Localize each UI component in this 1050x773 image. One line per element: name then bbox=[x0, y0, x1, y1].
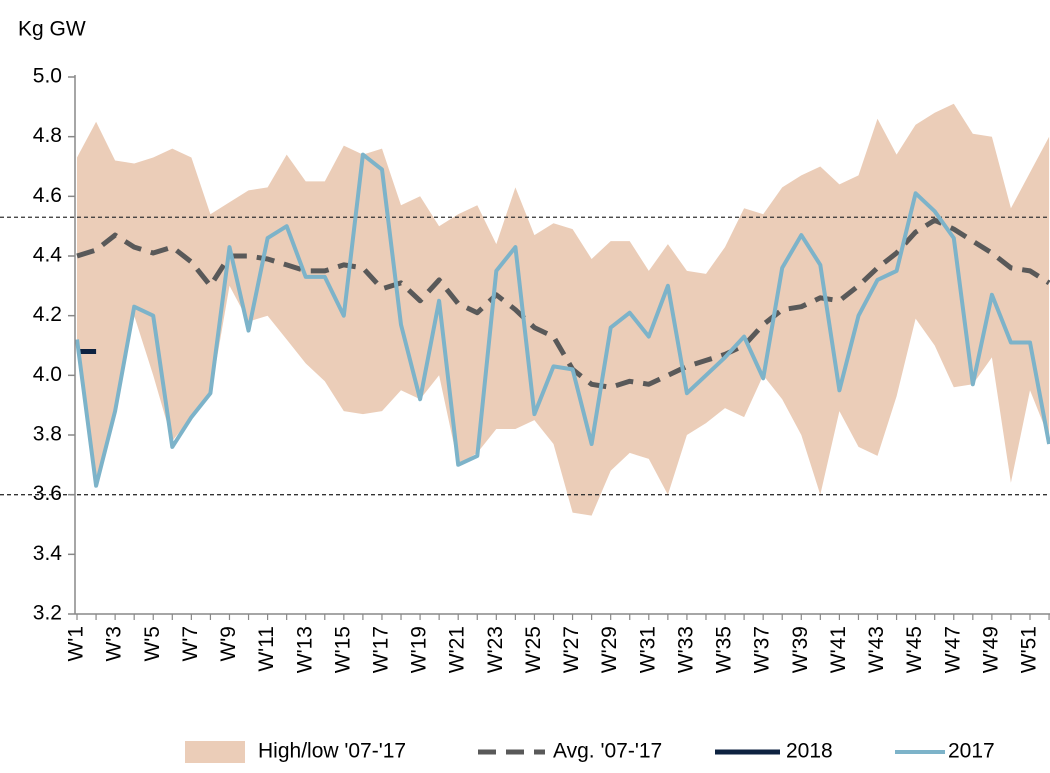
y-tick-label: 4.4 bbox=[33, 244, 63, 267]
y-tick-label: 4.8 bbox=[33, 124, 62, 147]
legend-swatch bbox=[185, 741, 245, 763]
band-area bbox=[77, 103, 1050, 516]
x-tick-label: W'9 bbox=[217, 626, 240, 662]
x-tick-label: W'49 bbox=[979, 626, 1002, 673]
x-tick-label: W'3 bbox=[103, 626, 126, 662]
x-tick-label: W'7 bbox=[179, 626, 202, 662]
legend-label: 2018 bbox=[786, 740, 833, 763]
y-tick-label: 3.2 bbox=[33, 602, 62, 625]
legend-label: 2017 bbox=[948, 740, 995, 763]
legend-label: High/low '07-'17 bbox=[258, 740, 406, 763]
y-tick-label: 4.0 bbox=[33, 363, 62, 386]
x-tick-label: W'13 bbox=[293, 626, 316, 673]
series-line bbox=[75, 152, 1050, 488]
x-tick-label: W'23 bbox=[484, 626, 507, 673]
x-tick-label: W'17 bbox=[370, 626, 393, 673]
x-tick-label: W'35 bbox=[713, 626, 736, 673]
x-tick-label: W'5 bbox=[141, 626, 164, 662]
y-tick-label: 3.4 bbox=[33, 542, 63, 565]
x-tick-label: W'21 bbox=[446, 626, 469, 673]
x-tick-label: W'11 bbox=[255, 626, 278, 672]
y-tick-label: 3.8 bbox=[33, 423, 62, 446]
x-tick-label: W'51 bbox=[1018, 626, 1041, 673]
x-tick-label: W'19 bbox=[408, 626, 431, 673]
x-tick-label: W'41 bbox=[827, 626, 850, 673]
y-tick-label: 4.2 bbox=[33, 303, 62, 326]
x-tick-label: W'47 bbox=[941, 626, 964, 673]
x-tick-label: W'25 bbox=[522, 626, 545, 673]
x-tick-label: W'37 bbox=[751, 626, 774, 673]
y-axis-title: Kg GW bbox=[18, 18, 86, 41]
x-tick-label: W'1 bbox=[65, 626, 88, 662]
x-tick-label: W'39 bbox=[789, 626, 812, 673]
x-tick-label: W'43 bbox=[865, 626, 888, 673]
x-tick-label: W'45 bbox=[903, 626, 926, 673]
x-tick-label: W'29 bbox=[598, 626, 621, 673]
y-tick-label: 5.0 bbox=[33, 65, 62, 88]
legend-label: Avg. '07-'17 bbox=[553, 740, 662, 763]
x-tick-label: W'15 bbox=[331, 626, 354, 673]
x-tick-label: W'27 bbox=[560, 626, 583, 673]
series-line bbox=[76, 217, 1050, 390]
y-tick-label: 3.6 bbox=[33, 482, 62, 505]
x-tick-label: W'33 bbox=[674, 626, 697, 673]
x-tick-label: W'31 bbox=[636, 626, 659, 673]
y-tick-label: 4.6 bbox=[33, 184, 62, 207]
